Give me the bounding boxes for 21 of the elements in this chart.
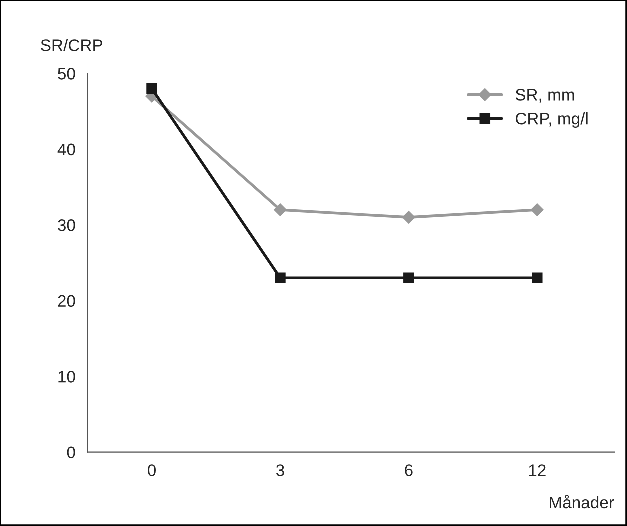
x-tick-label: 12 xyxy=(529,464,546,476)
y-axis-title: SR/CRP xyxy=(41,39,102,52)
x-axis-title: Månader xyxy=(550,495,614,509)
point xyxy=(532,272,543,284)
y-tick-label: 0 xyxy=(67,446,76,459)
x-tick-label: 3 xyxy=(276,464,284,476)
point xyxy=(402,211,416,224)
point xyxy=(530,204,544,216)
point xyxy=(274,204,287,216)
point xyxy=(275,272,286,284)
y-tick-label: 50 xyxy=(58,68,76,80)
y-tick-label: 30 xyxy=(58,220,76,232)
legend-label: SR, mm xyxy=(516,89,574,103)
point xyxy=(404,272,414,284)
point xyxy=(146,83,158,94)
y-tick-label: 10 xyxy=(58,371,76,383)
x-tick-label: 0 xyxy=(148,464,156,476)
y-tick-label: 40 xyxy=(58,144,76,156)
legend-label: CRP, mg/l xyxy=(516,112,588,128)
y-tick-label: 20 xyxy=(58,295,76,308)
x-tick-label: 6 xyxy=(405,464,413,476)
